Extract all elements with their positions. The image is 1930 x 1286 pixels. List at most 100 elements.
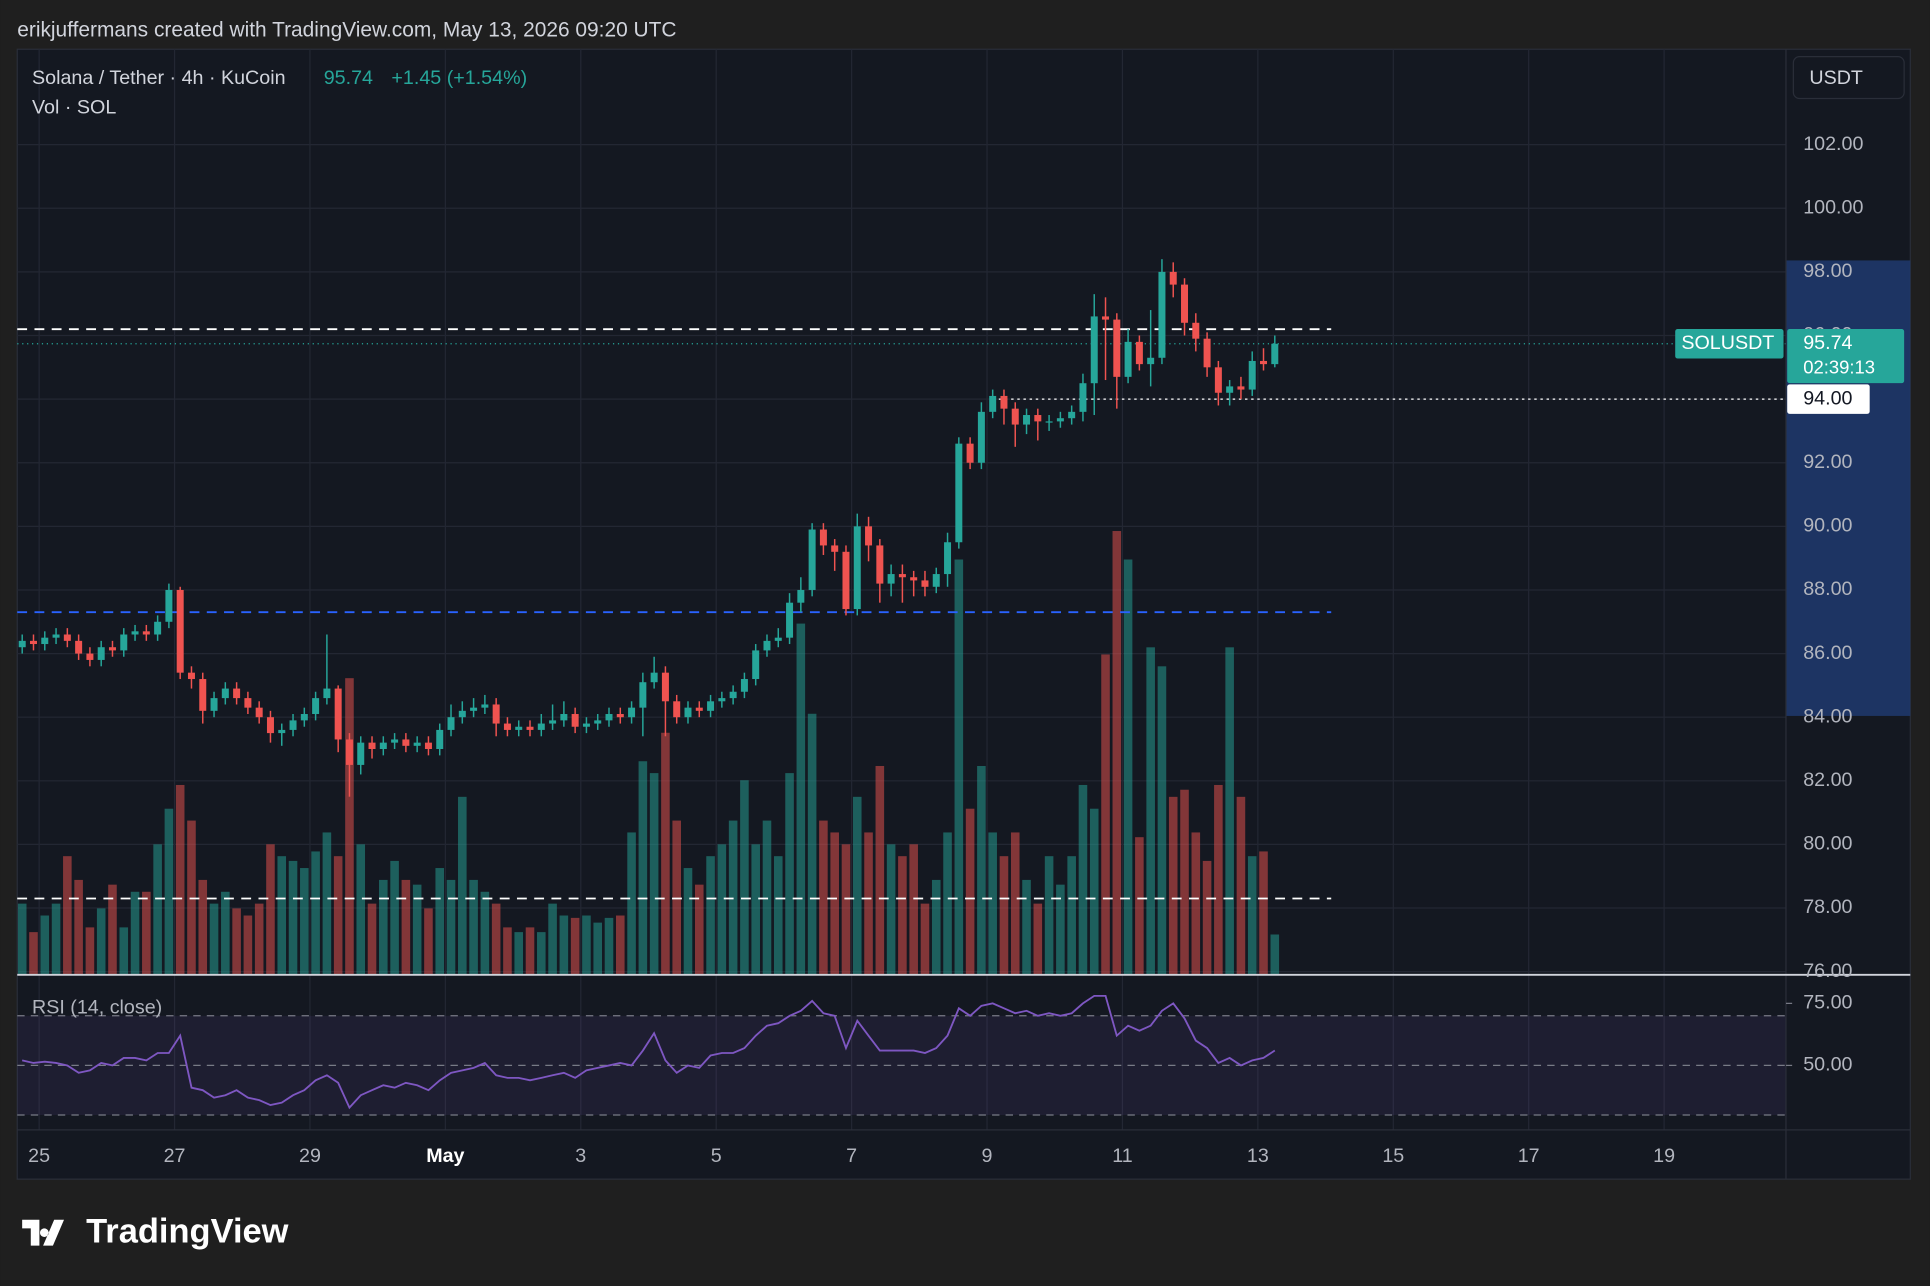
candle-body bbox=[729, 691, 737, 699]
volume-bar bbox=[1123, 559, 1133, 975]
candle-body bbox=[955, 443, 963, 543]
volume-bar bbox=[277, 856, 287, 975]
volume-bar bbox=[965, 808, 975, 975]
candle-body bbox=[695, 707, 703, 711]
candle-body bbox=[120, 634, 128, 651]
volume-bar bbox=[1067, 856, 1076, 975]
symbol-label: SOLUSDT bbox=[1681, 332, 1774, 354]
x-tick-label: May bbox=[426, 1145, 464, 1167]
candle-body bbox=[402, 739, 410, 746]
volume-bar bbox=[1202, 860, 1212, 975]
volume-bar bbox=[683, 868, 693, 975]
candle-body bbox=[537, 723, 545, 730]
currency[interactable]: USDT bbox=[1809, 67, 1863, 89]
candle-body bbox=[289, 720, 297, 730]
volume-bar bbox=[1044, 856, 1054, 975]
y-tick-label: 90.00 bbox=[1803, 515, 1852, 537]
candle-body bbox=[887, 574, 895, 584]
candle-body bbox=[436, 729, 444, 750]
volume-bar bbox=[1056, 884, 1065, 975]
candle-body bbox=[808, 529, 816, 590]
volume-bar bbox=[1010, 832, 1020, 975]
candle-body bbox=[1237, 386, 1245, 390]
candle-body bbox=[1102, 316, 1110, 320]
header: erikjuffermans created with TradingView.… bbox=[17, 18, 676, 41]
volume-bar bbox=[694, 884, 704, 975]
volume-bar bbox=[266, 844, 275, 975]
volume-bar bbox=[1101, 654, 1110, 975]
candle-body bbox=[1181, 284, 1189, 323]
volume-bar bbox=[661, 732, 670, 975]
rsi-tick-label: 50.00 bbox=[1803, 1054, 1852, 1076]
candle-body bbox=[515, 726, 523, 730]
volume-bar bbox=[469, 879, 478, 975]
currency-button[interactable] bbox=[1792, 56, 1905, 100]
volume-bar bbox=[582, 915, 591, 975]
candle-body bbox=[481, 704, 489, 708]
candle-body bbox=[424, 742, 432, 750]
candle-body bbox=[165, 589, 173, 622]
candle-body bbox=[266, 717, 274, 734]
volume-bar bbox=[85, 927, 95, 975]
volume-title: Vol · SOL bbox=[32, 97, 116, 119]
volume-bar bbox=[1259, 851, 1268, 975]
candle-body bbox=[774, 637, 782, 641]
volume-bar bbox=[379, 879, 388, 975]
volume-bar bbox=[221, 891, 230, 975]
candle-body bbox=[1113, 319, 1121, 377]
candle-body bbox=[187, 672, 195, 680]
candle-body bbox=[334, 688, 342, 740]
candle-body bbox=[797, 589, 805, 603]
volume-bar bbox=[153, 844, 162, 975]
volume-bar bbox=[785, 773, 794, 975]
last-price-label: 95.74 bbox=[1803, 332, 1852, 354]
candle-body bbox=[989, 395, 997, 412]
volume-bar bbox=[288, 860, 298, 975]
volume-bar bbox=[1168, 796, 1178, 975]
candle-body bbox=[312, 698, 320, 715]
volume-bar bbox=[17, 903, 27, 975]
volume-bar bbox=[198, 879, 208, 975]
volume-bar bbox=[1236, 796, 1246, 975]
candle-body bbox=[819, 529, 827, 546]
volume-bar bbox=[1112, 531, 1122, 975]
candle-body bbox=[154, 621, 162, 635]
volume-bar bbox=[999, 856, 1009, 975]
volume-bar bbox=[1078, 784, 1088, 975]
candle-body bbox=[1192, 322, 1200, 339]
candle-body bbox=[255, 707, 263, 718]
candle-body bbox=[650, 672, 658, 683]
volume-bar bbox=[491, 903, 501, 975]
volume-bar bbox=[943, 832, 952, 975]
volume-bar bbox=[706, 856, 715, 975]
x-tick-label: 3 bbox=[575, 1145, 586, 1167]
volume-bar bbox=[108, 884, 117, 975]
volume-bar bbox=[232, 908, 241, 975]
volume-bar bbox=[458, 796, 467, 975]
volume-bar bbox=[807, 713, 817, 975]
volume-bar bbox=[751, 844, 760, 975]
volume-bar bbox=[29, 932, 38, 975]
volume-bar bbox=[300, 868, 309, 975]
y-tick-label: 92.00 bbox=[1803, 451, 1852, 473]
candle-body bbox=[176, 589, 184, 673]
volume-bar bbox=[503, 927, 512, 975]
last-price-box bbox=[1787, 329, 1905, 384]
volume-bar bbox=[311, 851, 320, 975]
candle-body bbox=[1158, 271, 1166, 358]
volume-bar bbox=[322, 832, 332, 975]
candle-body bbox=[1124, 341, 1132, 377]
candle-body bbox=[910, 577, 918, 581]
candle-body bbox=[1034, 415, 1042, 422]
volume-bar bbox=[254, 903, 264, 975]
candle-body bbox=[707, 701, 715, 711]
candle-body bbox=[1056, 418, 1064, 422]
volume-bar bbox=[356, 844, 366, 975]
volume-bar bbox=[1214, 784, 1223, 975]
price-change: +1.45 (+1.54%) bbox=[391, 67, 527, 89]
candle-body bbox=[853, 526, 861, 610]
volume-bar bbox=[96, 908, 106, 975]
volume-bar bbox=[886, 844, 896, 975]
